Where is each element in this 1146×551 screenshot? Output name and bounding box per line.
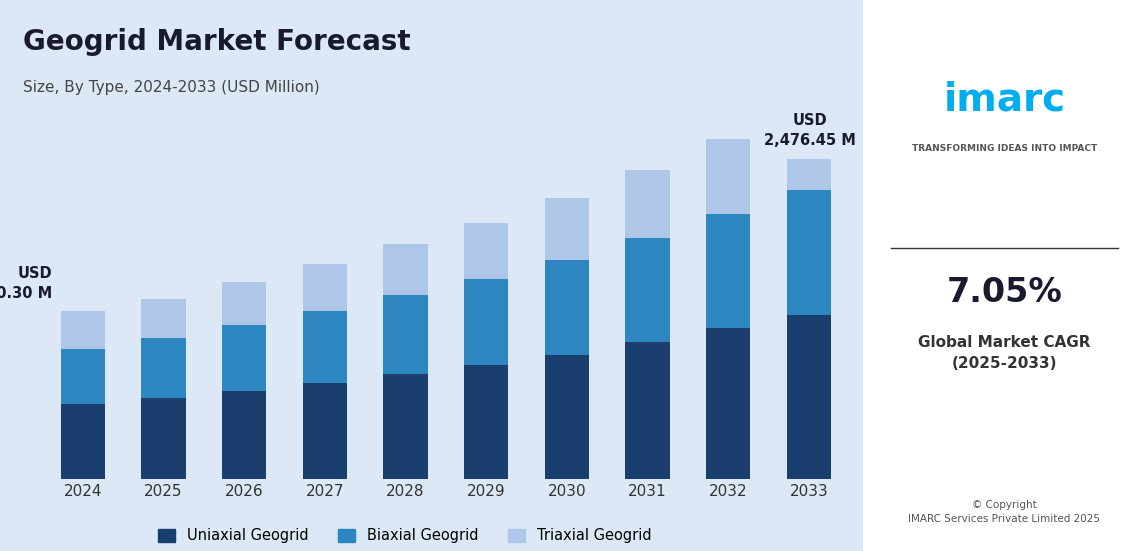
Bar	[786, 191, 831, 315]
Bar	[222, 282, 266, 325]
Bar	[706, 139, 751, 214]
Bar	[141, 398, 186, 479]
Text: Global Market CAGR
(2025-2033): Global Market CAGR (2025-2033)	[918, 334, 1091, 371]
Bar	[706, 328, 751, 479]
Bar	[303, 311, 347, 383]
Bar	[626, 239, 669, 342]
Bar	[303, 264, 347, 311]
Bar	[61, 349, 105, 404]
Text: USD
2,476.45 M: USD 2,476.45 M	[764, 114, 856, 148]
Bar	[141, 338, 186, 398]
Text: USD
1,300.30 M: USD 1,300.30 M	[0, 266, 52, 300]
Bar	[786, 159, 831, 191]
Bar	[626, 170, 669, 239]
Text: © Copyright
IMARC Services Private Limited 2025: © Copyright IMARC Services Private Limit…	[909, 500, 1100, 525]
Bar	[706, 214, 751, 328]
Bar	[383, 375, 427, 479]
Bar	[544, 198, 589, 261]
Bar	[61, 404, 105, 479]
Bar	[464, 365, 509, 479]
Text: Size, By Type, 2024-2033 (USD Million): Size, By Type, 2024-2033 (USD Million)	[23, 80, 320, 95]
Text: TRANSFORMING IDEAS INTO IMPACT: TRANSFORMING IDEAS INTO IMPACT	[912, 144, 1097, 153]
Bar	[383, 295, 427, 375]
Bar	[222, 325, 266, 391]
Bar	[222, 391, 266, 479]
Text: Geogrid Market Forecast: Geogrid Market Forecast	[23, 28, 410, 56]
Bar	[464, 279, 509, 365]
Legend: Uniaxial Geogrid, Biaxial Geogrid, Triaxial Geogrid: Uniaxial Geogrid, Biaxial Geogrid, Triax…	[150, 521, 659, 550]
Bar	[626, 342, 669, 479]
Bar	[544, 261, 589, 355]
Bar	[464, 223, 509, 279]
Bar	[383, 244, 427, 295]
Bar	[141, 299, 186, 338]
Text: imarc: imarc	[943, 80, 1066, 118]
Bar	[303, 383, 347, 479]
Bar	[61, 311, 105, 349]
Bar	[544, 355, 589, 479]
Text: 7.05%: 7.05%	[947, 276, 1062, 309]
Bar	[786, 315, 831, 479]
